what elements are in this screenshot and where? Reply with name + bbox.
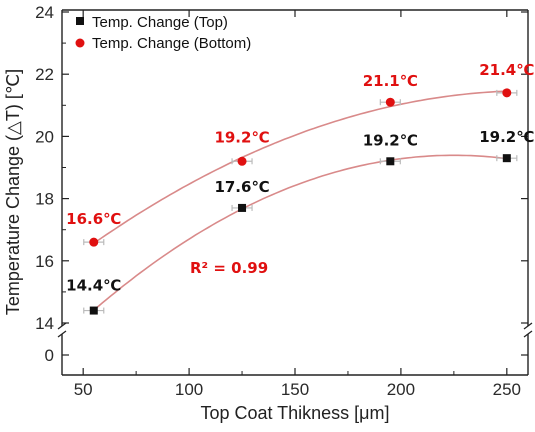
data-point-bottom [502, 88, 512, 98]
legend-label-bottom: Temp. Change (Bottom) [92, 35, 251, 52]
y-tick-label: 16 [35, 252, 54, 271]
y-tick-label: 0 [45, 346, 54, 365]
x-axis-title: Top Coat Thikness [μm] [200, 403, 389, 423]
value-label-top: 19.2℃ [363, 131, 418, 149]
x-tick-label: 150 [281, 380, 309, 399]
legend-marker-top [76, 17, 84, 25]
axis-break-mark-left-1 [57, 322, 67, 330]
axis-break-mark-left-2 [57, 330, 67, 338]
value-label-top: 14.4℃ [66, 277, 121, 295]
axes: 50 100 150 200 250 0 14 16 18 20 22 24 [35, 3, 533, 399]
x-tick-label: 50 [74, 380, 93, 399]
fit-curve-top [93, 154, 505, 311]
data-point-top [502, 154, 511, 163]
value-label-top: 17.6℃ [214, 178, 269, 196]
x-tick-label: 100 [175, 380, 203, 399]
value-label-bottom: 21.4℃ [479, 61, 534, 79]
y-tick-label: 14 [35, 314, 54, 333]
data-point-top [89, 306, 98, 315]
y-tick-label: 18 [35, 190, 54, 209]
data-point-bottom [89, 237, 99, 247]
value-label-bottom: 19.2℃ [214, 128, 269, 146]
value-label-top: 19.2℃ [479, 128, 534, 146]
data-point-bottom [237, 156, 247, 166]
fit-curves [93, 90, 505, 311]
fit-curve-bottom [93, 90, 505, 245]
value-label-bottom: 16.6℃ [66, 210, 121, 228]
legend-marker-bottom [75, 38, 85, 48]
axis-break-mark-right-1 [523, 322, 533, 330]
y-tick-label: 20 [35, 127, 54, 146]
r-squared-annotation: R² = 0.99 [190, 259, 268, 277]
y-tick-label: 24 [35, 3, 54, 22]
legend: Temp. Change (Top) Temp. Change (Bottom) [75, 14, 251, 52]
y-tick-label: 22 [35, 65, 54, 84]
data-point-bottom [385, 97, 395, 107]
x-tick-label: 200 [387, 380, 415, 399]
x-tick-label: 250 [493, 380, 521, 399]
axis-break-mark-right-2 [523, 330, 533, 338]
y-axis-title: Temperature Change (△T) [℃] [3, 69, 23, 315]
legend-label-top: Temp. Change (Top) [92, 14, 228, 31]
value-label-bottom: 21.1℃ [363, 72, 418, 90]
value-labels: 14.4℃ 17.6℃ 19.2℃ 19.2℃ 16.6℃ 19.2℃ 21.1℃ 21.4℃ [66, 61, 534, 295]
data-point-top [238, 203, 247, 212]
data-points [83, 88, 518, 315]
data-point-top [386, 157, 395, 166]
